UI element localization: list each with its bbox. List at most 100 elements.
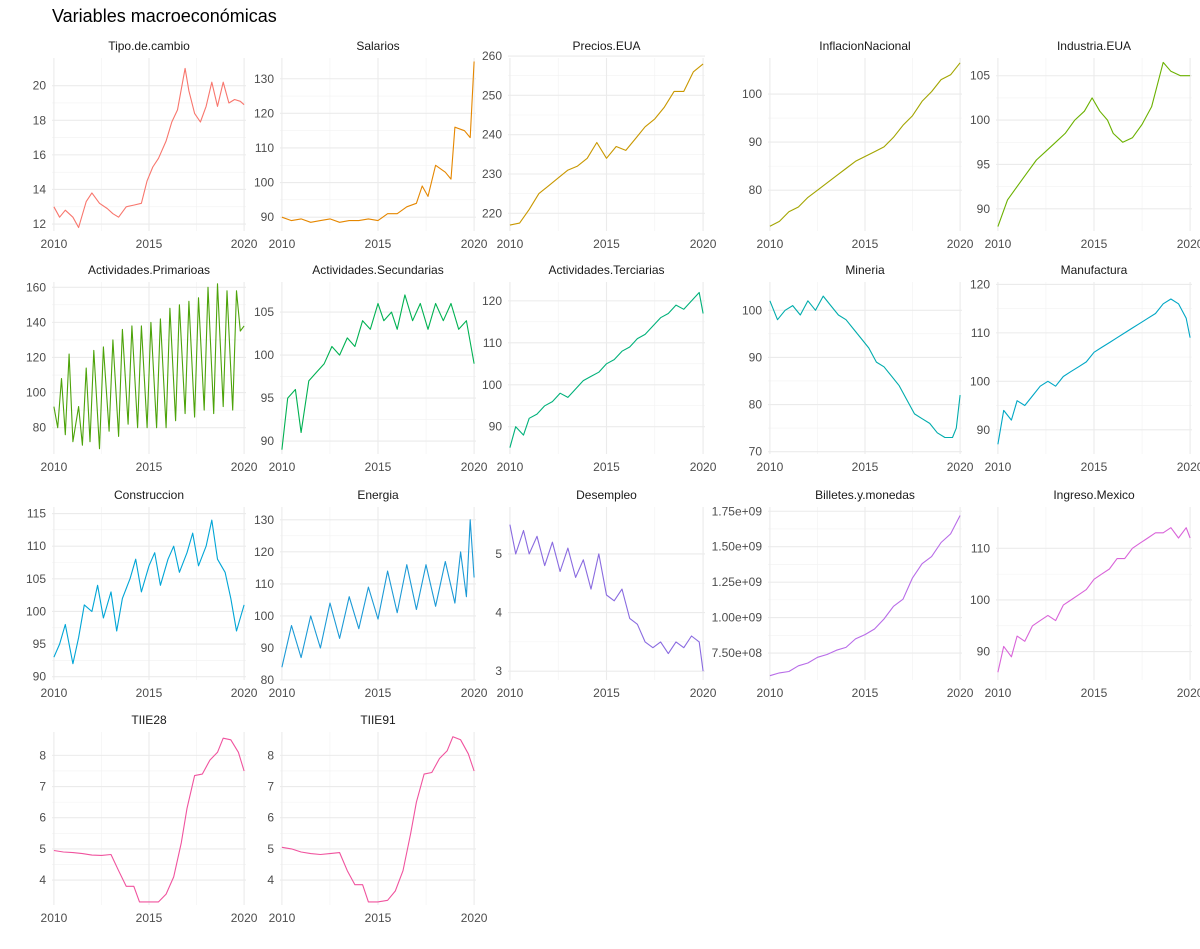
y-tick-label: 90 — [261, 210, 275, 224]
panel-TIIE28: TIIE28 2010 2015 2020 4 5 6 7 8 — [39, 713, 257, 925]
panel-title: Manufactura — [1061, 263, 1128, 277]
y-tick-label: 100 — [970, 113, 990, 127]
x-tick-label: 2020 — [947, 460, 974, 474]
x-tick-label: 2020 — [690, 237, 717, 251]
panel-title: Billetes.y.monedas — [815, 488, 915, 502]
x-tick-label: 2020 — [461, 237, 488, 251]
x-tick-label: 2020 — [461, 460, 488, 474]
panel-Manufactura: Manufactura 2010 2015 2020 90 100 110 120 — [970, 263, 1200, 474]
x-tick-label: 2015 — [852, 237, 879, 251]
x-tick-label: 2020 — [461, 686, 488, 700]
y-tick-label: 115 — [27, 507, 46, 521]
x-tick-label: 2010 — [269, 460, 296, 474]
y-tick-label: 90 — [977, 645, 991, 659]
x-tick-label: 2010 — [497, 237, 524, 251]
x-tick-label: 2010 — [757, 460, 784, 474]
y-tick-label: 16 — [33, 148, 47, 162]
y-tick-label: 105 — [254, 305, 274, 319]
series-line — [769, 62, 961, 227]
y-tick-label: 100 — [254, 609, 274, 623]
y-tick-label: 95 — [261, 391, 275, 405]
y-tick-label: 100 — [26, 604, 46, 618]
y-tick-label: 110 — [27, 539, 46, 553]
y-tick-label: 4 — [267, 873, 274, 887]
panel-Industria.EUA: Industria.EUA 2010 2015 2020 90 95 100 105 — [970, 39, 1200, 251]
panel-Billetes.y.monedas: Billetes.y.monedas 2010 2015 2020 7.50e+08 1.… — [712, 488, 974, 700]
y-tick-label: 95 — [33, 637, 47, 651]
x-tick-label: 2010 — [41, 686, 68, 700]
panel-title: Salarios — [356, 39, 399, 53]
panel-Energia: Energia 2010 2015 2020 80 90 100 110 120 130 — [254, 488, 488, 700]
x-tick-label: 2020 — [231, 911, 258, 925]
y-tick-label: 80 — [261, 673, 275, 687]
x-tick-label: 2015 — [136, 686, 163, 700]
y-tick-label: 240 — [482, 128, 502, 142]
y-tick-label: 230 — [482, 167, 502, 181]
y-tick-label: 6 — [267, 811, 274, 825]
y-tick-label: 90 — [749, 135, 763, 149]
panel-Construccion: Construccion 2010 2015 2020 90 95 100 105 110 115 — [26, 488, 258, 700]
y-tick-label: 80 — [33, 421, 47, 435]
series-line — [997, 527, 1191, 673]
panel-title: Mineria — [845, 263, 885, 277]
x-tick-label: 2010 — [41, 911, 68, 925]
y-tick-label: 1.50e+09 — [712, 540, 763, 554]
panel-title: Actividades.Secundarias — [312, 263, 443, 277]
y-tick-label: 7 — [39, 780, 46, 794]
y-tick-label: 90 — [977, 202, 991, 216]
y-tick-label: 110 — [483, 336, 502, 350]
y-tick-label: 120 — [26, 350, 46, 364]
y-tick-label: 18 — [33, 113, 47, 127]
y-tick-label: 7 — [267, 780, 274, 794]
y-tick-label: 100 — [970, 374, 990, 388]
panel-Actividades.Secundarias: Actividades.Secundarias 2010 2015 2020 90 95 1… — [254, 263, 488, 474]
y-tick-label: 5 — [39, 842, 46, 856]
x-tick-label: 2020 — [231, 686, 258, 700]
y-tick-label: 3 — [495, 664, 502, 678]
panel-title: Energia — [357, 488, 399, 502]
y-tick-label: 100 — [970, 593, 990, 607]
y-tick-label: 90 — [749, 350, 763, 364]
x-tick-label: 2010 — [985, 460, 1012, 474]
panel-InflacionNacional: InflacionNacional 2010 2015 2020 80 90 100 — [742, 39, 974, 251]
y-tick-label: 100 — [26, 386, 46, 400]
x-tick-label: 2020 — [690, 460, 717, 474]
y-tick-label: 90 — [977, 423, 991, 437]
y-tick-label: 90 — [261, 641, 275, 655]
y-tick-label: 90 — [33, 670, 47, 684]
y-tick-label: 8 — [267, 748, 274, 762]
x-tick-label: 2010 — [985, 686, 1012, 700]
panel-Ingreso.Mexico: Ingreso.Mexico 2010 2015 2020 90 100 110 — [970, 488, 1200, 700]
panel-title: Ingreso.Mexico — [1053, 488, 1135, 502]
x-tick-label: 2015 — [365, 460, 392, 474]
y-tick-label: 90 — [489, 420, 503, 434]
series-line — [53, 737, 245, 903]
y-tick-label: 8 — [39, 748, 46, 762]
x-tick-label: 2020 — [461, 911, 488, 925]
panel-title: Precios.EUA — [572, 39, 640, 53]
x-tick-label: 2020 — [231, 237, 258, 251]
y-tick-label: 5 — [267, 842, 274, 856]
panel-title: TIIE91 — [360, 713, 396, 727]
y-tick-label: 110 — [971, 326, 990, 340]
series-line — [769, 295, 961, 439]
y-tick-label: 80 — [749, 183, 763, 197]
series-line — [509, 524, 704, 672]
series-line — [997, 298, 1191, 445]
y-tick-label: 105 — [26, 572, 46, 586]
y-tick-label: 160 — [26, 280, 46, 294]
panel-title: Construccion — [114, 488, 184, 502]
y-tick-label: 1.75e+09 — [712, 504, 763, 518]
y-tick-label: 1.25e+09 — [712, 575, 763, 589]
x-tick-label: 2015 — [365, 911, 392, 925]
y-tick-label: 6 — [39, 811, 46, 825]
y-tick-label: 105 — [970, 69, 990, 83]
x-tick-label: 2015 — [365, 686, 392, 700]
x-tick-label: 2020 — [690, 686, 717, 700]
y-tick-label: 140 — [26, 315, 46, 329]
y-tick-label: 100 — [482, 378, 502, 392]
y-tick-label: 90 — [261, 434, 275, 448]
x-tick-label: 2010 — [269, 237, 296, 251]
series-line — [769, 515, 961, 677]
